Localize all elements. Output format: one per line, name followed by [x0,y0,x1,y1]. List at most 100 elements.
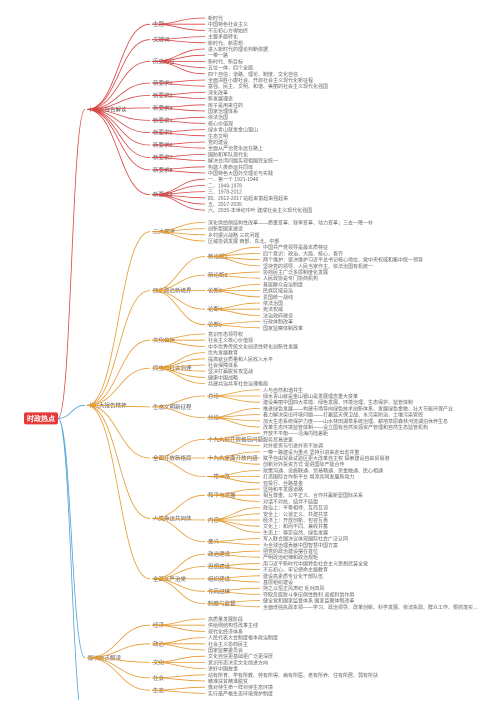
node-label: 写入联合国决议体现国际社会广泛认同 [263,536,348,543]
node-label: 意识形态决定文化前进方向 [208,659,268,666]
node-label: 区域协调发展 西部、东北、中部 [208,238,279,245]
node-label: 深化供给侧结构性改革——质量变革、效率变革、动力变革；三去一降一补 [208,219,373,226]
node-label: 社会主义协商民主 [208,641,248,648]
node-label: 高质量发展阶段 [208,616,243,623]
node-label: 文化上：和而不同、兼收并蓄 [263,523,328,530]
node-label: 协商民主广泛多层制度化发展 [263,269,328,276]
node-label: 创新型国家建设 [208,226,243,233]
node-label: 人民政协是专门协商机构 [263,275,318,282]
node-label: 新时代、新目标 [208,58,243,65]
node-label: 深化改革 [208,89,228,96]
node-label: 社会主义核心价值观 [208,337,253,344]
node-label: 相互尊重、公平正义、合作共赢新型国际关系 [263,492,363,499]
node-label: 讲好中国故事 [208,666,238,673]
node-label: 持之以恒正风肃纪 反对四风 [263,585,324,592]
node-label: 推进绿色发展——构建市场导向绿色技术创新体系、发展绿色金融、壮大节能环保产业 [263,405,453,412]
node-label: 供给侧结构性改革主线 [208,622,258,629]
node-label: 打造国际合作新平台 增添共同发展新动力 [263,474,354,481]
node-label: 着力解决突出环境问题——打赢蓝天保卫战、水污染防治、土壤污染管控 [263,412,423,419]
node-label: 文化自信更基础更广泛更深厚 [208,653,273,660]
node-label: 四、2012-2017 站起来富起来强起来 [208,195,288,202]
node-label: 法治政府建设 [263,312,293,319]
node-label: 行政体制改革 [263,319,293,326]
mindmap-tree: 时政热点十九大报告解读主题新时代中国特色社会主义不忘初心方得始终关键词主要矛盾转… [10,10,490,700]
node-label: 党的建设 [208,139,228,146]
node-label: 坚决打赢脱贫攻坚战 [208,368,253,375]
node-label: 富强、民主、文明、和谐、美丽的社会主义现代化强国 [208,83,328,90]
node-label: 国家监察体制改革 [263,325,303,332]
node-label: 宪法权威 [263,306,283,313]
node-label: 人民代表大会制度根本政治制度 [208,635,278,642]
node-label: 为全球治理贡献中国智慧中国方案 [263,542,338,549]
node-label: 政策沟通、设施联通、贸易畅通、资金融通、民心相通 [263,467,383,474]
node-label: 六、2035-本世纪中叶 建成社会主义现代化强国 [208,207,312,214]
node-label: 新时代 [208,15,223,22]
node-label: 中华优秀传统文化创造性转化创新性发展 [208,343,298,350]
node-label: 民族区域自治 [263,288,293,295]
node-label: 创新对外投资方式 促进国际产能合作 [263,461,344,468]
node-label: 意识形态领导权 [208,331,243,338]
node-label: 五位一体、四个全面 [208,65,253,72]
node-label: 加大生态系统保护力度——山水林田湖草系统治理、耕地草原森林河流湖泊休养生息 [263,418,448,425]
node-label: 全面增强执政本领——学习、政治领导、改革创新、科学发展、依法执政、群众工作、狠抓… [263,604,478,611]
node-label: 严明政治纪律和政治规矩 [263,554,318,561]
node-label: 实行最严格生态环境保护制度 [208,690,273,697]
node-label: 二、1949-1978 [208,183,242,189]
node-label: 核心价值观 [208,120,233,127]
node-label: 赋予自由贸易试验区更大改革自主权 探索建设自由贸易港 [263,455,389,462]
node-label: 精准扶贫精准脱贫 [208,678,248,685]
node-label: 一带一路建设为重点 坚持引进来走出去并重 [263,449,359,456]
node-label: 把党的政治建设摆在首位 [263,548,318,555]
node-label: 生态上：尊崇自然、绿色发展 [263,529,328,536]
node-label: 基层群众自治制度 [263,281,303,288]
node-label: 乡村振兴战略 三农问题 [208,232,259,239]
node-label: 优先发展教育 [208,350,238,357]
node-label: 健全党和国家监督体系 国家监察体制改革 [263,598,354,605]
node-label: 三、1978-2012 [208,190,242,196]
node-label: 构建人类命运共同体 [208,164,253,171]
node-label: 全面从严治党永远在路上 [208,145,263,152]
node-label: 坚持和平发展道路 [263,486,303,493]
node-label: 生态文明 [208,133,228,140]
node-label: 服务贸易逆差 [263,436,293,443]
node-label: 经济上：开放创新、包容互惠 [263,517,328,524]
node-label: 像对待生命一样对待生态环境 [208,684,273,691]
node-label: 进入新时代的理论判断依据 [208,46,268,53]
node-label: 国防和军队现代化 [208,151,248,158]
node-label: 亚投行、丝路基金 [263,480,303,487]
node-label: 人与自然和谐共生 [263,387,303,394]
node-label: 中国共产党领导是最本质特征 [263,244,328,251]
node-label: 依法治国 [263,300,283,307]
node-label: 建设美丽中国四大举措：绿色发展、环境治理、生态保护、监管体制 [263,399,413,406]
node-label: 开放不平衡——沿海内陆差距 [263,430,328,437]
root-label: 时政热点 [27,414,55,423]
node-label: 两个维护：坚决维护习近平总书记核心地位、党中央权威和集中统一领导 [263,257,423,264]
node-label: 改革生态环境监管体制——设立国有自然资源资产管理和自然生态监管机构 [263,424,428,431]
node-label: 不忘初心方得始终 [208,27,248,34]
node-label: 五、2017-2035 [208,202,242,208]
node-label: 坚持党的领导、人民当家作主、依法治国有机统一 [263,263,373,270]
node-label: 对外投资与引进外资不协调 [263,443,323,450]
node-label: 绿水青山就是金山银山 [208,127,258,134]
node-label: 全面决胜小康社会、开启社会主义现代化新征程 [208,77,313,84]
node-label: 中国特色大国外交理论与实践 [208,170,273,177]
node-label: 新发展理念 [208,96,233,103]
node-label: 基层组织建设 [263,579,293,586]
node-label: 社会保障体系 [208,362,238,369]
node-label: 国家治理体系 [208,108,238,115]
node-label: 绿水青山就是金山银山是发展理念重大变革 [263,393,358,400]
node-label: 政治上：平等相待、互商互谅 [263,505,328,512]
node-label: 安全上：公道正义、共建共享 [263,511,328,518]
node-label: 中国特色社会主义 [208,21,248,28]
node-label: 健康中国战略 [208,374,238,381]
node-label: 国家监察委员会 [208,647,243,654]
node-label: 夺取反腐败斗争压倒性胜利 巡视利剑作用 [263,591,354,598]
node-label: 一、第一个 1921-1949 [208,176,259,183]
node-label: 房子是用来住的 [208,102,243,109]
node-label: 建设高素质专业化干部队伍 [263,573,323,580]
node-label: 依法治国 [208,114,228,121]
node-label: 四个意识：政治、大局、核心、看齐 [263,250,343,257]
node-label: 现代化经济体系 [208,628,243,635]
node-label: 主要矛盾转化 [208,34,238,41]
node-label: 对话不对抗、结伴不结盟 [263,498,318,505]
